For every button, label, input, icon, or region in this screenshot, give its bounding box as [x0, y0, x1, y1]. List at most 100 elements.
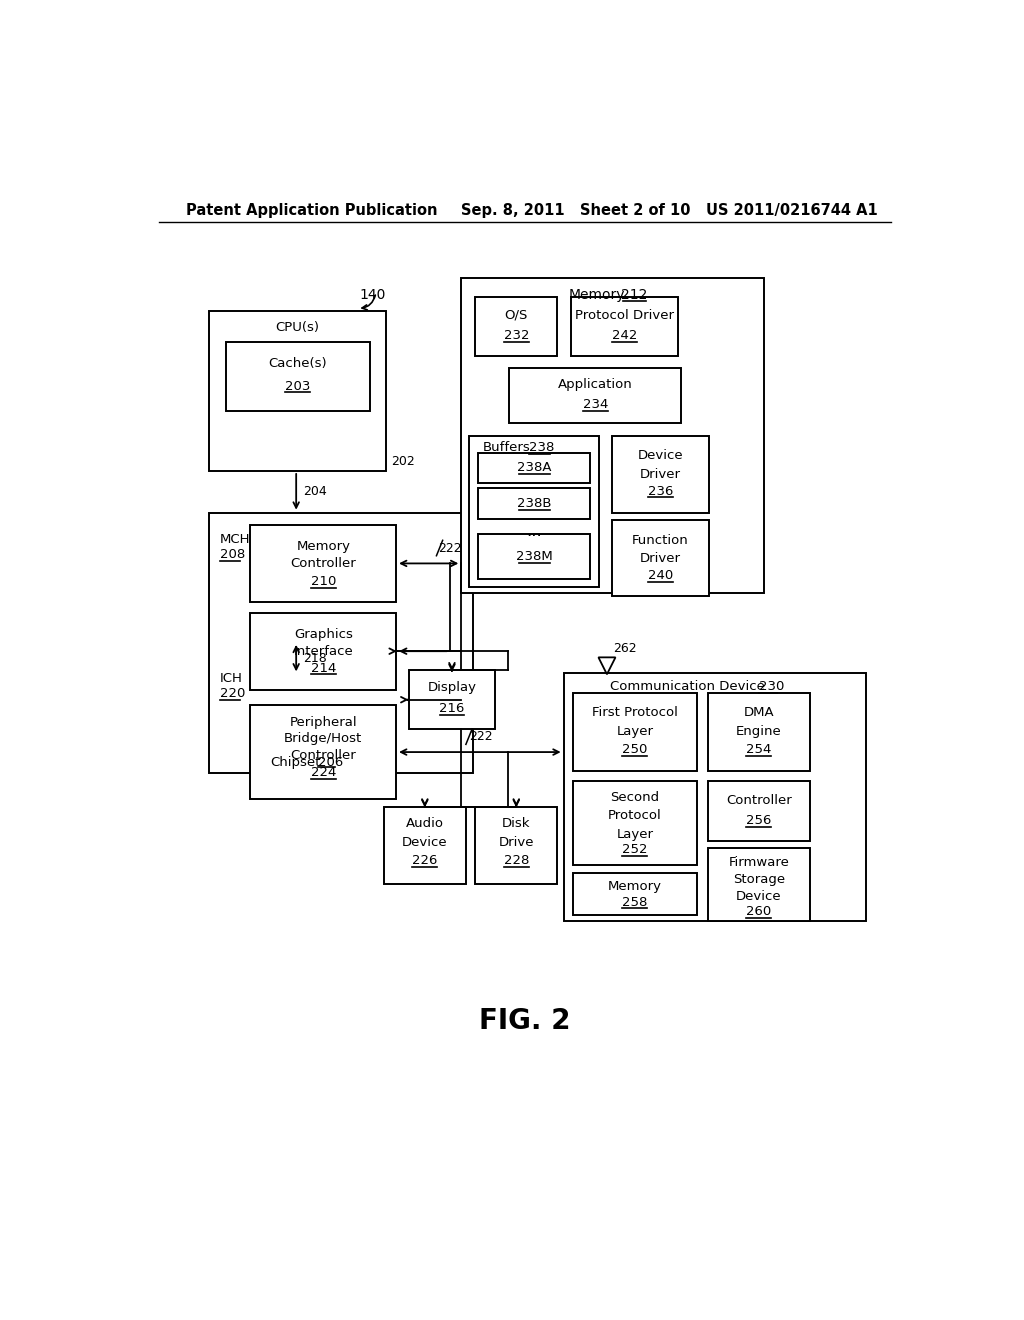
Text: Second: Second — [610, 791, 659, 804]
Text: Storage: Storage — [733, 873, 785, 886]
Text: 214: 214 — [310, 661, 336, 675]
Text: Device: Device — [402, 836, 447, 849]
Text: Graphics: Graphics — [294, 628, 352, 640]
Bar — [572, 780, 697, 866]
Text: 230: 230 — [759, 680, 784, 693]
Text: 254: 254 — [746, 743, 771, 756]
Text: Audio: Audio — [406, 817, 443, 830]
Bar — [209, 312, 386, 471]
Text: Sep. 8, 2011   Sheet 2 of 10: Sep. 8, 2011 Sheet 2 of 10 — [461, 203, 691, 218]
Text: 262: 262 — [613, 642, 637, 655]
Bar — [225, 342, 370, 411]
Text: MCH: MCH — [220, 533, 251, 546]
Text: 222: 222 — [469, 730, 493, 743]
Text: 224: 224 — [310, 767, 336, 779]
Text: FIG. 2: FIG. 2 — [479, 1007, 570, 1035]
Text: ICH: ICH — [220, 672, 243, 685]
Text: 250: 250 — [623, 743, 647, 756]
Text: Layer: Layer — [616, 828, 653, 841]
Text: 212: 212 — [621, 288, 647, 302]
Bar — [708, 693, 810, 771]
Bar — [572, 873, 697, 915]
Text: 242: 242 — [612, 329, 638, 342]
Text: 228: 228 — [504, 854, 529, 867]
Text: Device: Device — [736, 890, 781, 903]
Bar — [563, 673, 866, 921]
Text: 202: 202 — [391, 455, 415, 469]
Text: 210: 210 — [310, 576, 336, 589]
Text: Function: Function — [632, 533, 689, 546]
Text: Firmware: Firmware — [728, 855, 790, 869]
Text: 218: 218 — [303, 652, 327, 665]
Bar — [509, 368, 681, 424]
Text: 220: 220 — [220, 686, 246, 700]
Text: 238: 238 — [529, 441, 555, 454]
Text: 216: 216 — [439, 702, 465, 715]
Text: Controller: Controller — [291, 750, 356, 763]
Text: 232: 232 — [504, 329, 529, 342]
Bar — [611, 520, 710, 595]
Bar — [708, 780, 810, 841]
Bar — [251, 525, 396, 602]
Text: Controller: Controller — [726, 795, 792, 807]
Text: 236: 236 — [648, 484, 673, 498]
Text: Peripheral: Peripheral — [290, 715, 357, 729]
Text: CPU(s): CPU(s) — [275, 321, 319, 334]
Text: Device: Device — [638, 449, 683, 462]
Text: Drive: Drive — [499, 836, 535, 849]
Text: Interface: Interface — [294, 644, 353, 657]
Text: 206: 206 — [317, 755, 343, 768]
Text: 240: 240 — [648, 569, 673, 582]
Text: Memory: Memory — [296, 540, 350, 553]
Text: First Protocol: First Protocol — [592, 706, 678, 719]
Text: Layer: Layer — [616, 725, 653, 738]
Text: 208: 208 — [220, 548, 246, 561]
Text: Engine: Engine — [736, 725, 781, 738]
Text: Cache(s): Cache(s) — [268, 356, 327, 370]
Bar — [209, 512, 473, 774]
Text: DMA: DMA — [743, 706, 774, 719]
Text: Buffers: Buffers — [483, 441, 530, 454]
Text: 140: 140 — [359, 289, 386, 302]
Bar — [469, 436, 599, 586]
Text: Protocol: Protocol — [608, 809, 662, 822]
Text: Driver: Driver — [640, 552, 681, 565]
Bar — [611, 436, 710, 512]
Bar — [571, 297, 678, 355]
Bar — [478, 535, 590, 578]
Text: Bridge/Host: Bridge/Host — [285, 733, 362, 746]
Text: Driver: Driver — [640, 467, 681, 480]
Text: Communication Device: Communication Device — [610, 680, 765, 693]
Text: O/S: O/S — [505, 309, 528, 322]
Bar — [475, 807, 557, 884]
Text: 252: 252 — [623, 843, 647, 857]
Bar — [478, 488, 590, 519]
Text: 203: 203 — [285, 380, 310, 393]
Bar — [251, 612, 396, 689]
Text: Memory: Memory — [608, 880, 662, 894]
Text: 260: 260 — [746, 906, 771, 917]
Text: 238A: 238A — [517, 462, 551, 474]
Text: Disk: Disk — [502, 817, 530, 830]
Text: 234: 234 — [583, 399, 608, 412]
Text: Patent Application Publication: Patent Application Publication — [186, 203, 437, 218]
Bar — [409, 671, 496, 729]
Bar — [251, 705, 396, 799]
Text: Memory: Memory — [568, 288, 625, 302]
Text: Protocol Driver: Protocol Driver — [575, 309, 674, 322]
Text: Chipset: Chipset — [270, 755, 321, 768]
Text: 238B: 238B — [517, 496, 551, 510]
Bar — [572, 693, 697, 771]
Bar — [475, 297, 557, 355]
Text: Display: Display — [427, 681, 476, 694]
Bar — [461, 277, 764, 594]
Text: 258: 258 — [623, 896, 647, 908]
Text: 238M: 238M — [516, 550, 553, 564]
Text: 222: 222 — [438, 541, 462, 554]
Text: ...: ... — [526, 523, 542, 540]
Text: Controller: Controller — [291, 557, 356, 570]
Text: 204: 204 — [303, 486, 327, 499]
Text: Application: Application — [558, 379, 633, 391]
Bar — [384, 807, 466, 884]
Text: 226: 226 — [412, 854, 437, 867]
